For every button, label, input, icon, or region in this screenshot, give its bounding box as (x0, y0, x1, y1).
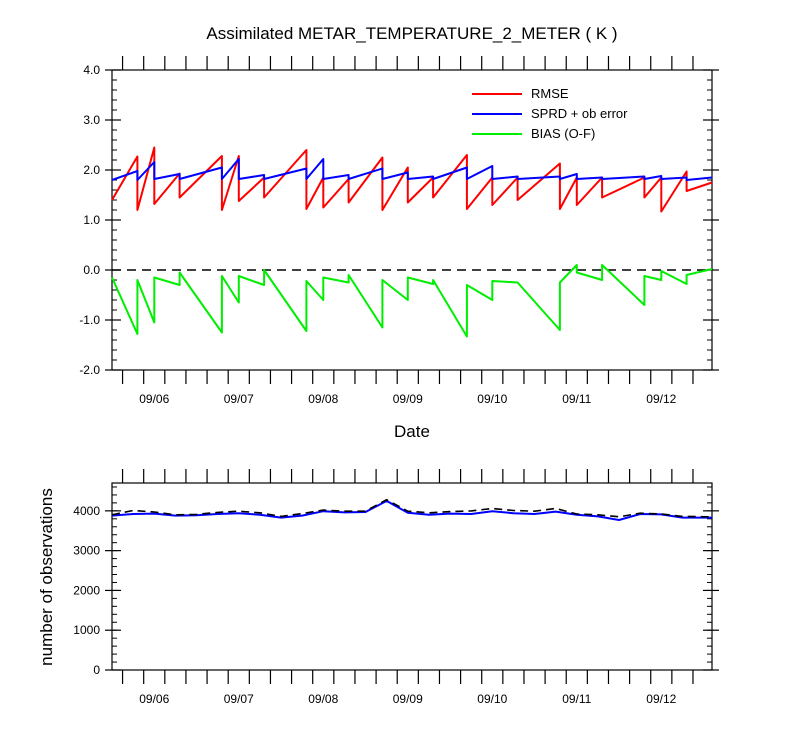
bottom-y-tick-label: 1000 (73, 623, 100, 637)
top-x-tick-label: 09/12 (646, 392, 676, 406)
top-y-tick-label: -1.0 (79, 313, 100, 327)
bottom-x-tick-label: 09/07 (224, 692, 254, 706)
bottom-y-tick-label: 3000 (73, 544, 100, 558)
bottom-x-tick-label: 09/10 (477, 692, 507, 706)
top-plot-area: -2.0 -1.0 0.0 1.0 2.0 3.0 4.0 09/06 09/07 09/08 09… (79, 56, 719, 406)
bottom-x-tick-label: 09/08 (308, 692, 338, 706)
top-series-line-bias-o-f (111, 264, 713, 338)
legend-label-rmse: RMSE (531, 86, 569, 101)
top-x-tick-label: 09/09 (393, 392, 423, 406)
top-x-tick-label: 09/06 (139, 392, 169, 406)
top-x-tick-label: 09/07 (224, 392, 254, 406)
bottom-series-line-observations-possible (111, 498, 713, 518)
bottom-x-tick-label: 09/12 (646, 692, 676, 706)
top-y-tick-label: -2.0 (79, 363, 100, 377)
bottom-x-tick-label: 09/06 (139, 692, 169, 706)
top-y-tick-label: 4.0 (83, 63, 100, 77)
bottom-plot-frame (111, 482, 713, 671)
top-x-tick-label: 09/11 (562, 392, 591, 406)
legend: RMSE SPRD + ob error BIAS (O-F) (472, 86, 628, 141)
bottom-plot-area: 0 1000 2000 3000 4000 09/06 09/07 09/08 09/09 09/… (73, 469, 719, 706)
top-y-tick-label: 1.0 (83, 213, 100, 227)
legend-label-sprd: SPRD + ob error (531, 106, 628, 121)
bottom-y-tick-label: 2000 (73, 583, 100, 597)
legend-label-bias: BIAS (O-F) (531, 126, 595, 141)
bottom-x-tick-label: 09/11 (562, 692, 591, 706)
bottom-series-line-observations-used (111, 499, 712, 521)
top-y-tick-label: 2.0 (83, 163, 100, 177)
top-x-tick-label: 09/10 (477, 392, 507, 406)
top-x-tick-label: 09/08 (308, 392, 338, 406)
bottom-y-tick-label: 0 (93, 663, 100, 677)
top-series-line-rmse (111, 146, 713, 213)
x-axis-label: Date (394, 422, 430, 441)
top-y-tick-label: 0.0 (83, 263, 100, 277)
top-series-line-sprd-ob-error (111, 158, 713, 181)
bottom-x-tick-label: 09/09 (393, 692, 423, 706)
top-y-tick-label: 3.0 (83, 113, 100, 127)
y-axis-label-observations: number of observations (37, 488, 56, 666)
bottom-y-tick-label: 4000 (73, 504, 100, 518)
chart-title: Assimilated METAR_TEMPERATURE_2_METER ( … (206, 24, 617, 43)
